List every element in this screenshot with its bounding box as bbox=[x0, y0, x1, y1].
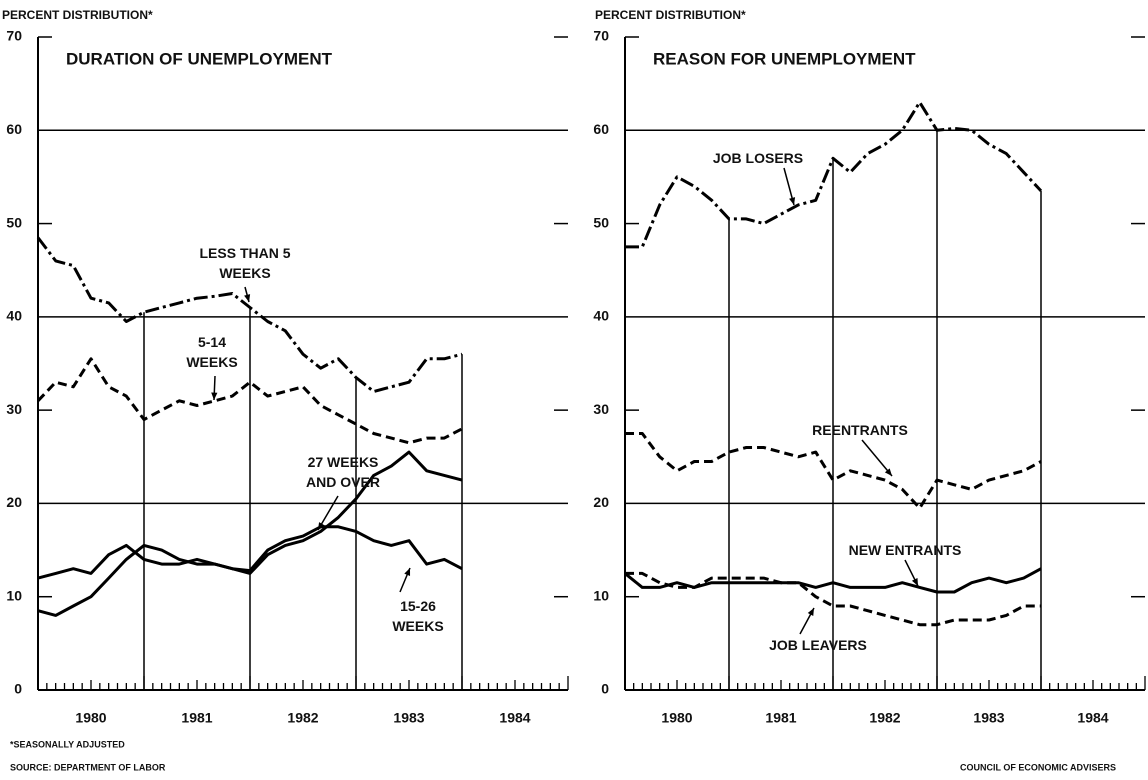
chart-title: DURATION OF UNEMPLOYMENT bbox=[66, 49, 333, 68]
series-label: 27 WEEKS AND OVER bbox=[306, 454, 380, 490]
y-tick-label: 40 bbox=[6, 308, 22, 324]
footnote: *SEASONALLY ADJUSTED bbox=[10, 739, 125, 749]
x-tick-label: 1981 bbox=[765, 710, 796, 726]
y-tick-label: 70 bbox=[593, 28, 609, 44]
series-line bbox=[37, 450, 463, 617]
arrow-head bbox=[807, 608, 814, 616]
series-label: REENTRANTS bbox=[812, 422, 908, 438]
x-tick-label: 1981 bbox=[181, 710, 212, 726]
y-axis-label: PERCENT DISTRIBUTION* bbox=[2, 8, 153, 22]
x-tick-label: 1983 bbox=[393, 710, 424, 726]
y-tick-label: 30 bbox=[6, 401, 22, 417]
credit: COUNCIL OF ECONOMIC ADVISERS bbox=[960, 762, 1116, 772]
series-label: 5-14 WEEKS bbox=[186, 334, 238, 370]
y-tick-label: 60 bbox=[593, 121, 609, 137]
x-tick-label: 1983 bbox=[973, 710, 1004, 726]
y-tick-label: 60 bbox=[6, 121, 22, 137]
arrow-head bbox=[789, 197, 796, 205]
series-label: LESS THAN 5 WEEKS bbox=[199, 245, 291, 281]
arrow-head bbox=[244, 294, 251, 302]
series-line bbox=[625, 432, 1042, 510]
y-tick-label: 20 bbox=[593, 494, 609, 510]
series-line bbox=[625, 571, 1041, 627]
series-line bbox=[625, 100, 1043, 249]
arrow-head bbox=[884, 468, 892, 476]
y-tick-label: 0 bbox=[601, 681, 609, 697]
x-tick-label: 1980 bbox=[661, 710, 692, 726]
y-tick-label: 20 bbox=[6, 494, 22, 510]
series-line bbox=[37, 525, 463, 580]
y-tick-label: 10 bbox=[593, 587, 609, 603]
x-tick-label: 1984 bbox=[1077, 710, 1108, 726]
series-line bbox=[36, 236, 463, 393]
series-label: NEW ENTRANTS bbox=[848, 542, 962, 558]
series-line bbox=[36, 357, 463, 445]
series-label: JOB LEAVERS bbox=[769, 637, 867, 653]
arrow-head bbox=[404, 568, 411, 576]
arrow-head bbox=[211, 392, 218, 400]
y-tick-label: 50 bbox=[6, 214, 22, 230]
y-tick-label: 0 bbox=[14, 681, 22, 697]
series-label: JOB LOSERS bbox=[712, 150, 804, 166]
arrow-head bbox=[911, 578, 918, 586]
chart-title: REASON FOR UNEMPLOYMENT bbox=[653, 49, 916, 68]
source: SOURCE: DEPARTMENT OF LABOR bbox=[10, 762, 166, 772]
x-tick-label: 1980 bbox=[75, 710, 106, 726]
y-tick-label: 70 bbox=[6, 28, 22, 44]
y-axis-label: PERCENT DISTRIBUTION* bbox=[595, 8, 746, 22]
x-tick-label: 1982 bbox=[287, 710, 318, 726]
y-tick-label: 30 bbox=[593, 401, 609, 417]
annotation-arrow bbox=[861, 439, 893, 477]
y-tick-label: 10 bbox=[6, 587, 22, 603]
x-tick-label: 1984 bbox=[499, 710, 530, 726]
y-tick-label: 50 bbox=[593, 214, 609, 230]
series-label: 15-26 WEEKS bbox=[392, 598, 444, 634]
x-tick-label: 1982 bbox=[869, 710, 900, 726]
y-tick-label: 40 bbox=[593, 308, 609, 324]
